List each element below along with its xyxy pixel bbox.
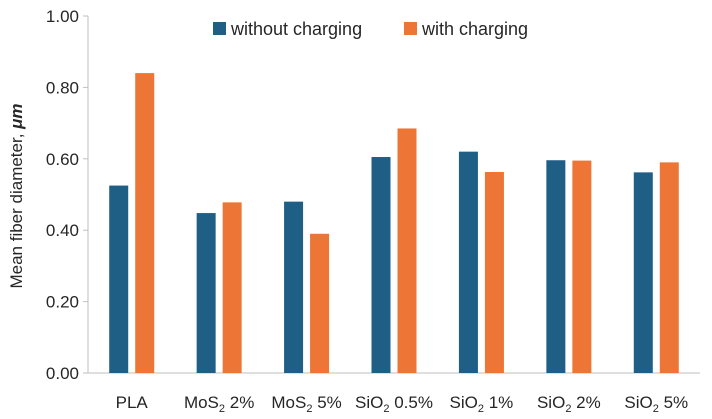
bar-without-charging (284, 201, 304, 373)
y-tick-label: 0.20 (46, 293, 79, 312)
bar-with-charging (659, 162, 679, 373)
axes (87, 16, 700, 374)
x-tick-label: SiO2 2% (537, 393, 601, 415)
legend-swatch (404, 22, 417, 35)
bar-with-charging (222, 202, 242, 373)
bar-without-charging (633, 172, 653, 373)
x-tick-label: SiO2 1% (450, 393, 514, 415)
legend-swatch (213, 22, 226, 35)
y-axis-title: Mean fiber diameter, μm (7, 103, 26, 288)
x-tick-label: MoS2 2% (184, 393, 254, 415)
legend: without charging with charging (213, 19, 528, 39)
bar-without-charging (546, 160, 566, 373)
bars (109, 73, 679, 374)
y-tick-label: 0.40 (46, 221, 79, 240)
bar-without-charging (109, 185, 129, 373)
y-axis-title-unit: μm (7, 103, 26, 129)
y-tick-label: 1.00 (46, 7, 79, 26)
bar-with-charging (310, 233, 330, 373)
y-tick-label: 0.80 (46, 78, 79, 97)
x-tick-label: SiO2 0.5% (355, 393, 433, 415)
x-tick-label: MoS2 5% (271, 393, 341, 415)
legend-label: with charging (421, 19, 528, 39)
x-tick-label: SiO2 5% (624, 393, 688, 415)
bar-with-charging (397, 128, 417, 373)
legend-label: without charging (230, 19, 362, 39)
bar-with-charging (484, 172, 504, 373)
bar-without-charging (196, 213, 216, 373)
y-axis-title-text: Mean fiber diameter, (7, 129, 26, 289)
x-tick-labels: PLA MoS2 2% MoS2 5% SiO2 0.5% SiO2 1% SiO2 2%… (116, 393, 689, 415)
y-ticks: 0.00 0.20 0.40 0.60 0.80 1.00 (46, 7, 88, 383)
x-tick-label: PLA (116, 393, 149, 412)
bar-with-charging (572, 160, 592, 373)
y-tick-label: 0.60 (46, 150, 79, 169)
bar-without-charging (371, 157, 391, 373)
y-tick-label: 0.00 (46, 364, 79, 383)
bar-with-charging (135, 73, 155, 374)
bar-without-charging (458, 151, 478, 373)
